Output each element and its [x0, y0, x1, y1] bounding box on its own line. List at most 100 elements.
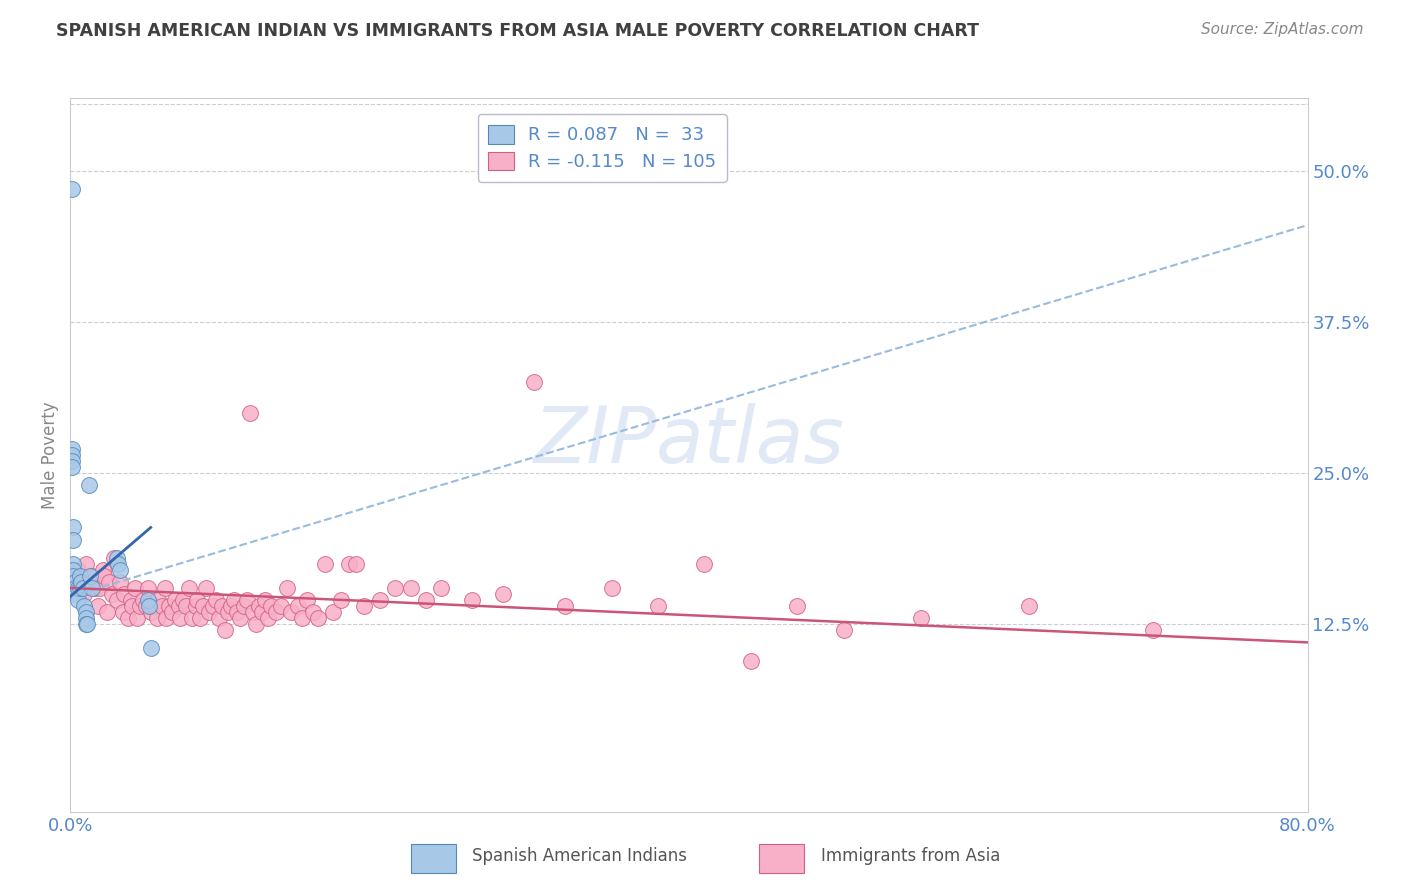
- Point: [76, 617, 98, 632]
- Point: [295, 593, 318, 607]
- Point: [80, 569, 103, 583]
- Point: [60, 442, 83, 456]
- Point: [1018, 599, 1040, 613]
- Point: [247, 599, 270, 613]
- Point: [107, 557, 129, 571]
- Point: [270, 599, 292, 613]
- Point: [257, 611, 280, 625]
- Point: [346, 557, 368, 571]
- FancyBboxPatch shape: [759, 844, 804, 873]
- Point: [148, 593, 170, 607]
- Point: [162, 605, 184, 619]
- Point: [70, 574, 93, 589]
- Point: [111, 605, 134, 619]
- Point: [193, 599, 215, 613]
- Point: [287, 599, 309, 613]
- Point: [62, 533, 84, 547]
- Point: [174, 599, 197, 613]
- Point: [63, 581, 86, 595]
- Point: [67, 593, 90, 607]
- Text: ZIPatlas: ZIPatlas: [533, 402, 845, 479]
- Point: [155, 611, 177, 625]
- Point: [291, 611, 314, 625]
- Point: [157, 599, 180, 613]
- Point: [399, 581, 422, 595]
- Point: [75, 611, 97, 625]
- Point: [75, 605, 97, 619]
- Point: [264, 605, 287, 619]
- Point: [415, 593, 437, 607]
- Point: [169, 611, 191, 625]
- Point: [73, 587, 96, 601]
- Point: [62, 520, 84, 534]
- Point: [75, 617, 97, 632]
- Point: [184, 599, 207, 613]
- Point: [87, 599, 110, 613]
- Point: [77, 478, 100, 492]
- Point: [79, 569, 101, 583]
- Point: [96, 605, 118, 619]
- Point: [138, 599, 160, 613]
- Point: [217, 605, 239, 619]
- Point: [67, 563, 90, 577]
- Point: [229, 611, 252, 625]
- Point: [114, 587, 135, 601]
- Point: [77, 574, 100, 589]
- Point: [63, 574, 86, 589]
- Point: [188, 611, 211, 625]
- Point: [461, 593, 484, 607]
- Point: [72, 581, 94, 595]
- FancyBboxPatch shape: [411, 844, 456, 873]
- Point: [201, 599, 224, 613]
- Point: [60, 460, 83, 475]
- Point: [245, 617, 267, 632]
- Point: [135, 599, 157, 613]
- Point: [208, 611, 231, 625]
- Point: [307, 611, 329, 625]
- Point: [136, 593, 159, 607]
- Point: [179, 581, 201, 595]
- Point: [108, 574, 131, 589]
- Point: [600, 581, 623, 595]
- Text: Immigrants from Asia: Immigrants from Asia: [821, 847, 1001, 865]
- Point: [84, 581, 107, 595]
- Point: [124, 581, 146, 595]
- Point: [384, 581, 406, 595]
- Point: [315, 557, 337, 571]
- Point: [260, 599, 283, 613]
- Point: [65, 587, 87, 601]
- Point: [276, 581, 298, 595]
- Text: Spanish American Indians: Spanish American Indians: [472, 847, 688, 865]
- Point: [67, 581, 90, 595]
- Point: [239, 406, 262, 420]
- Y-axis label: Male Poverty: Male Poverty: [41, 401, 59, 508]
- Point: [832, 624, 855, 638]
- Point: [101, 587, 124, 601]
- Point: [62, 563, 84, 577]
- Point: [121, 599, 143, 613]
- Point: [142, 599, 165, 613]
- Point: [337, 557, 360, 571]
- Point: [186, 593, 208, 607]
- Point: [302, 605, 325, 619]
- Point: [153, 581, 176, 595]
- Point: [60, 182, 83, 196]
- Point: [73, 599, 96, 613]
- Point: [280, 605, 302, 619]
- Point: [69, 569, 91, 583]
- Point: [330, 593, 353, 607]
- Point: [910, 611, 932, 625]
- Text: Source: ZipAtlas.com: Source: ZipAtlas.com: [1201, 22, 1364, 37]
- Point: [219, 599, 242, 613]
- Point: [132, 593, 155, 607]
- Point: [786, 599, 808, 613]
- Point: [492, 587, 515, 601]
- Point: [108, 563, 131, 577]
- Point: [204, 593, 226, 607]
- Point: [523, 376, 546, 390]
- Point: [693, 557, 716, 571]
- Text: SPANISH AMERICAN INDIAN VS IMMIGRANTS FROM ASIA MALE POVERTY CORRELATION CHART: SPANISH AMERICAN INDIAN VS IMMIGRANTS FR…: [56, 22, 979, 40]
- Point: [60, 454, 83, 468]
- Point: [181, 611, 204, 625]
- Point: [146, 611, 169, 625]
